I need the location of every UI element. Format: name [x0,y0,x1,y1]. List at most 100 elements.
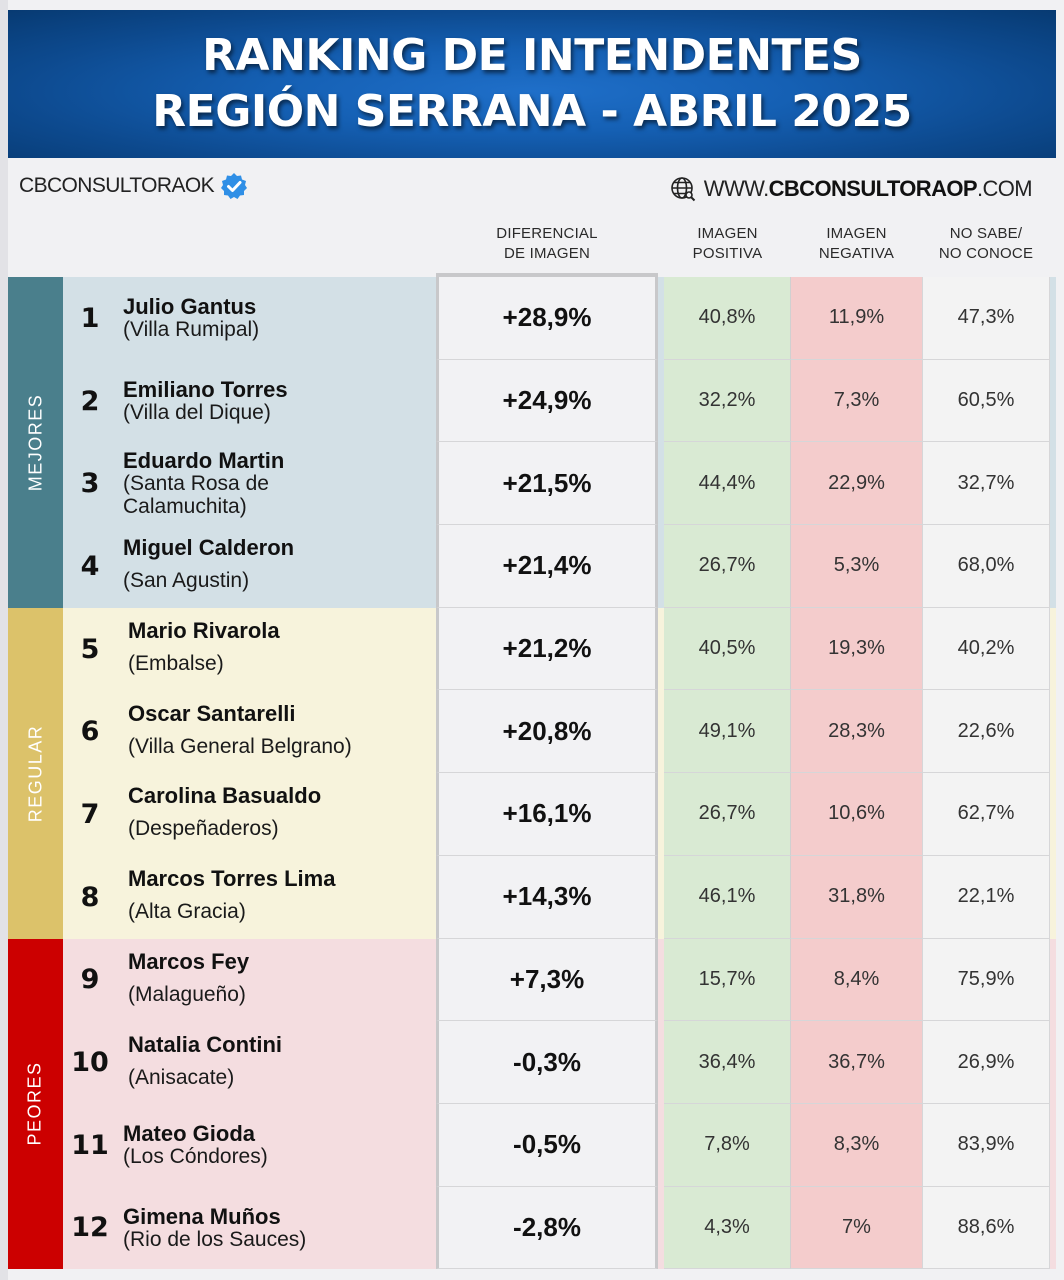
no-sabe-value: 26,9% [922,1021,1050,1104]
rank: 12 [71,1212,109,1244]
mayor-info: Marcos Torres Lima (Alta Gracia) [128,856,335,939]
group-regular: REGULAR 5 Mario Rivarola (Embalse) +21,2… [8,607,1056,939]
table-row: 1 Julio Gantus (Villa Rumipal) +28,9% 40… [8,277,1056,360]
positive-value: 7,8% [664,1103,791,1187]
ranking-table: MEJORES 1 Julio Gantus (Villa Rumipal) +… [8,273,1056,1270]
diff-value: +21,4% [436,525,658,608]
positive-value: 36,4% [664,1021,791,1104]
frame-edge [0,0,8,1280]
mayor-place: (Alta Gracia) [128,900,246,924]
no-sabe-value: 68,0% [922,525,1050,608]
mayor-place: (Anisacate) [128,1065,235,1089]
table-row: 2 Emiliano Torres (Villa del Dique) +24,… [8,359,1056,443]
column-headers: DIFERENCIAL DE IMAGEN IMAGEN POSITIVA IMAG… [0,224,1064,268]
diff-value: +14,3% [436,855,658,939]
diff-value: -0,3% [436,1021,658,1104]
negative-value: 36,7% [791,1021,922,1104]
title-line-1: RANKING DE INTENDENTES [202,30,862,81]
rank: 4 [80,550,100,582]
band-peores: PEORES [8,938,63,1270]
table-row: 6 Oscar Santarelli (Villa General Belgra… [8,690,1056,774]
mayor-place: (Santa Rosa de Calamuchita) [123,472,269,519]
diff-value: +20,8% [436,690,658,774]
mayor-place: (Malagueño) [128,982,246,1006]
no-sabe-value: 60,5% [922,359,1050,443]
table-row: 4 Miguel Calderon (San Agustin) +21,4% 2… [8,525,1056,608]
no-sabe-value: 40,2% [922,607,1050,691]
no-sabe-value: 75,9% [922,938,1050,1022]
table-row: 11 Mateo Gioda (Los Cóndores) -0,5% 7,8%… [8,1103,1056,1187]
positive-value: 40,5% [664,607,791,691]
mayor-place: (Despeñaderos) [128,817,279,841]
rank: 3 [80,468,100,500]
brand-handle: CBCONSULTORAOK [19,172,248,200]
title-line-2: REGIÓN SERRANA - ABRIL 2025 [152,86,912,137]
brand-row: CBCONSULTORAOK WWW.CBCONSULTORAOP.COM [8,158,1056,216]
diff-column-top-border [436,273,658,277]
no-sabe-value: 22,1% [922,855,1050,939]
handle-text: CBCONSULTORAOK [19,174,215,197]
diff-value: +24,9% [436,359,658,443]
mayor-info: Eduardo Martin (Santa Rosa de Calamuchit… [123,442,343,525]
negative-value: 19,3% [791,607,922,691]
table-row: 7 Carolina Basualdo (Despeñaderos) +16,1… [8,773,1056,856]
group-peores: PEORES 9 Marcos Fey (Malagueño) +7,3% 15… [8,938,1056,1270]
negative-value: 7,3% [791,359,922,443]
table-row: 5 Mario Rivarola (Embalse) +21,2% 40,5% … [8,607,1056,691]
negative-value: 31,8% [791,855,922,939]
diff-value: +16,1% [436,773,658,856]
diff-value: +21,5% [436,442,658,526]
mayor-info: Miguel Calderon (San Agustin) [123,525,294,608]
globe-icon [670,176,696,202]
rank: 8 [80,881,100,913]
mayor-info: Mateo Gioda (Los Cóndores) [123,1104,268,1187]
mayor-info: Oscar Santarelli (Villa General Belgrano… [128,690,352,773]
mayor-info: Natalia Contini (Anisacate) [128,1021,282,1104]
header-positiva: IMAGEN POSITIVA [692,225,763,262]
no-sabe-value: 83,9% [922,1103,1050,1187]
mayor-place: (Villa del Dique) [123,401,271,425]
header-no-sabe: NO SABE/NO CONOCE [938,225,1034,262]
positive-value: 44,4% [664,442,791,526]
mayor-name: Marcos Fey [128,948,250,974]
negative-value: 10,6% [791,773,922,856]
no-sabe-value: 22,6% [922,690,1050,774]
table-row: 12 Gimena Muños (Rio de los Sauces) -2,8… [8,1186,1056,1270]
mayor-info: Mario Rivarola (Embalse) [128,608,280,691]
mayor-name: Miguel Calderon [123,535,295,561]
negative-value: 8,4% [791,938,922,1022]
verified-badge-icon [220,172,248,200]
rank: 11 [71,1129,109,1161]
diff-value: -2,8% [436,1186,658,1270]
mayor-name: Emiliano Torres [123,377,288,403]
mayor-name: Natalia Contini [128,1031,283,1057]
positive-value: 15,7% [664,938,791,1022]
diff-value: +7,3% [436,938,658,1022]
negative-value: 11,9% [791,277,922,360]
negative-value: 7% [791,1186,922,1270]
mayor-name: Mario Rivarola [128,618,280,644]
diff-value: +21,2% [436,607,658,691]
mayor-name: Marcos Torres Lima [128,866,336,892]
mayor-info: Carolina Basualdo (Despeñaderos) [128,773,321,856]
mayor-place: (Los Cóndores) [123,1145,268,1169]
mayor-name: Mateo Gioda [123,1121,256,1147]
header-diferencial: DIFERENCIAL DE IMAGEN [496,225,598,262]
mayor-info: Gimena Muños (Rio de los Sauces) [123,1187,306,1270]
negative-value: 8,3% [791,1103,922,1187]
table-row: 8 Marcos Torres Lima (Alta Gracia) +14,3… [8,855,1056,939]
mayor-info: Emiliano Torres (Villa del Dique) [123,360,288,443]
group-mejores: MEJORES 1 Julio Gantus (Villa Rumipal) +… [8,277,1056,608]
mayor-place: (Embalse) [128,652,224,676]
band-mejores: MEJORES [8,277,63,608]
diff-value: +28,9% [436,277,658,360]
rank: 7 [80,798,100,830]
band-regular: REGULAR [8,607,63,939]
no-sabe-value: 88,6% [922,1186,1050,1270]
website-text: WWW.CBCONSULTORAOP.COM [703,176,1033,201]
mayor-name: Eduardo Martin [123,448,285,474]
no-sabe-value: 62,7% [922,773,1050,856]
rank: 5 [80,633,100,665]
negative-value: 22,9% [791,442,922,526]
negative-value: 5,3% [791,525,922,608]
